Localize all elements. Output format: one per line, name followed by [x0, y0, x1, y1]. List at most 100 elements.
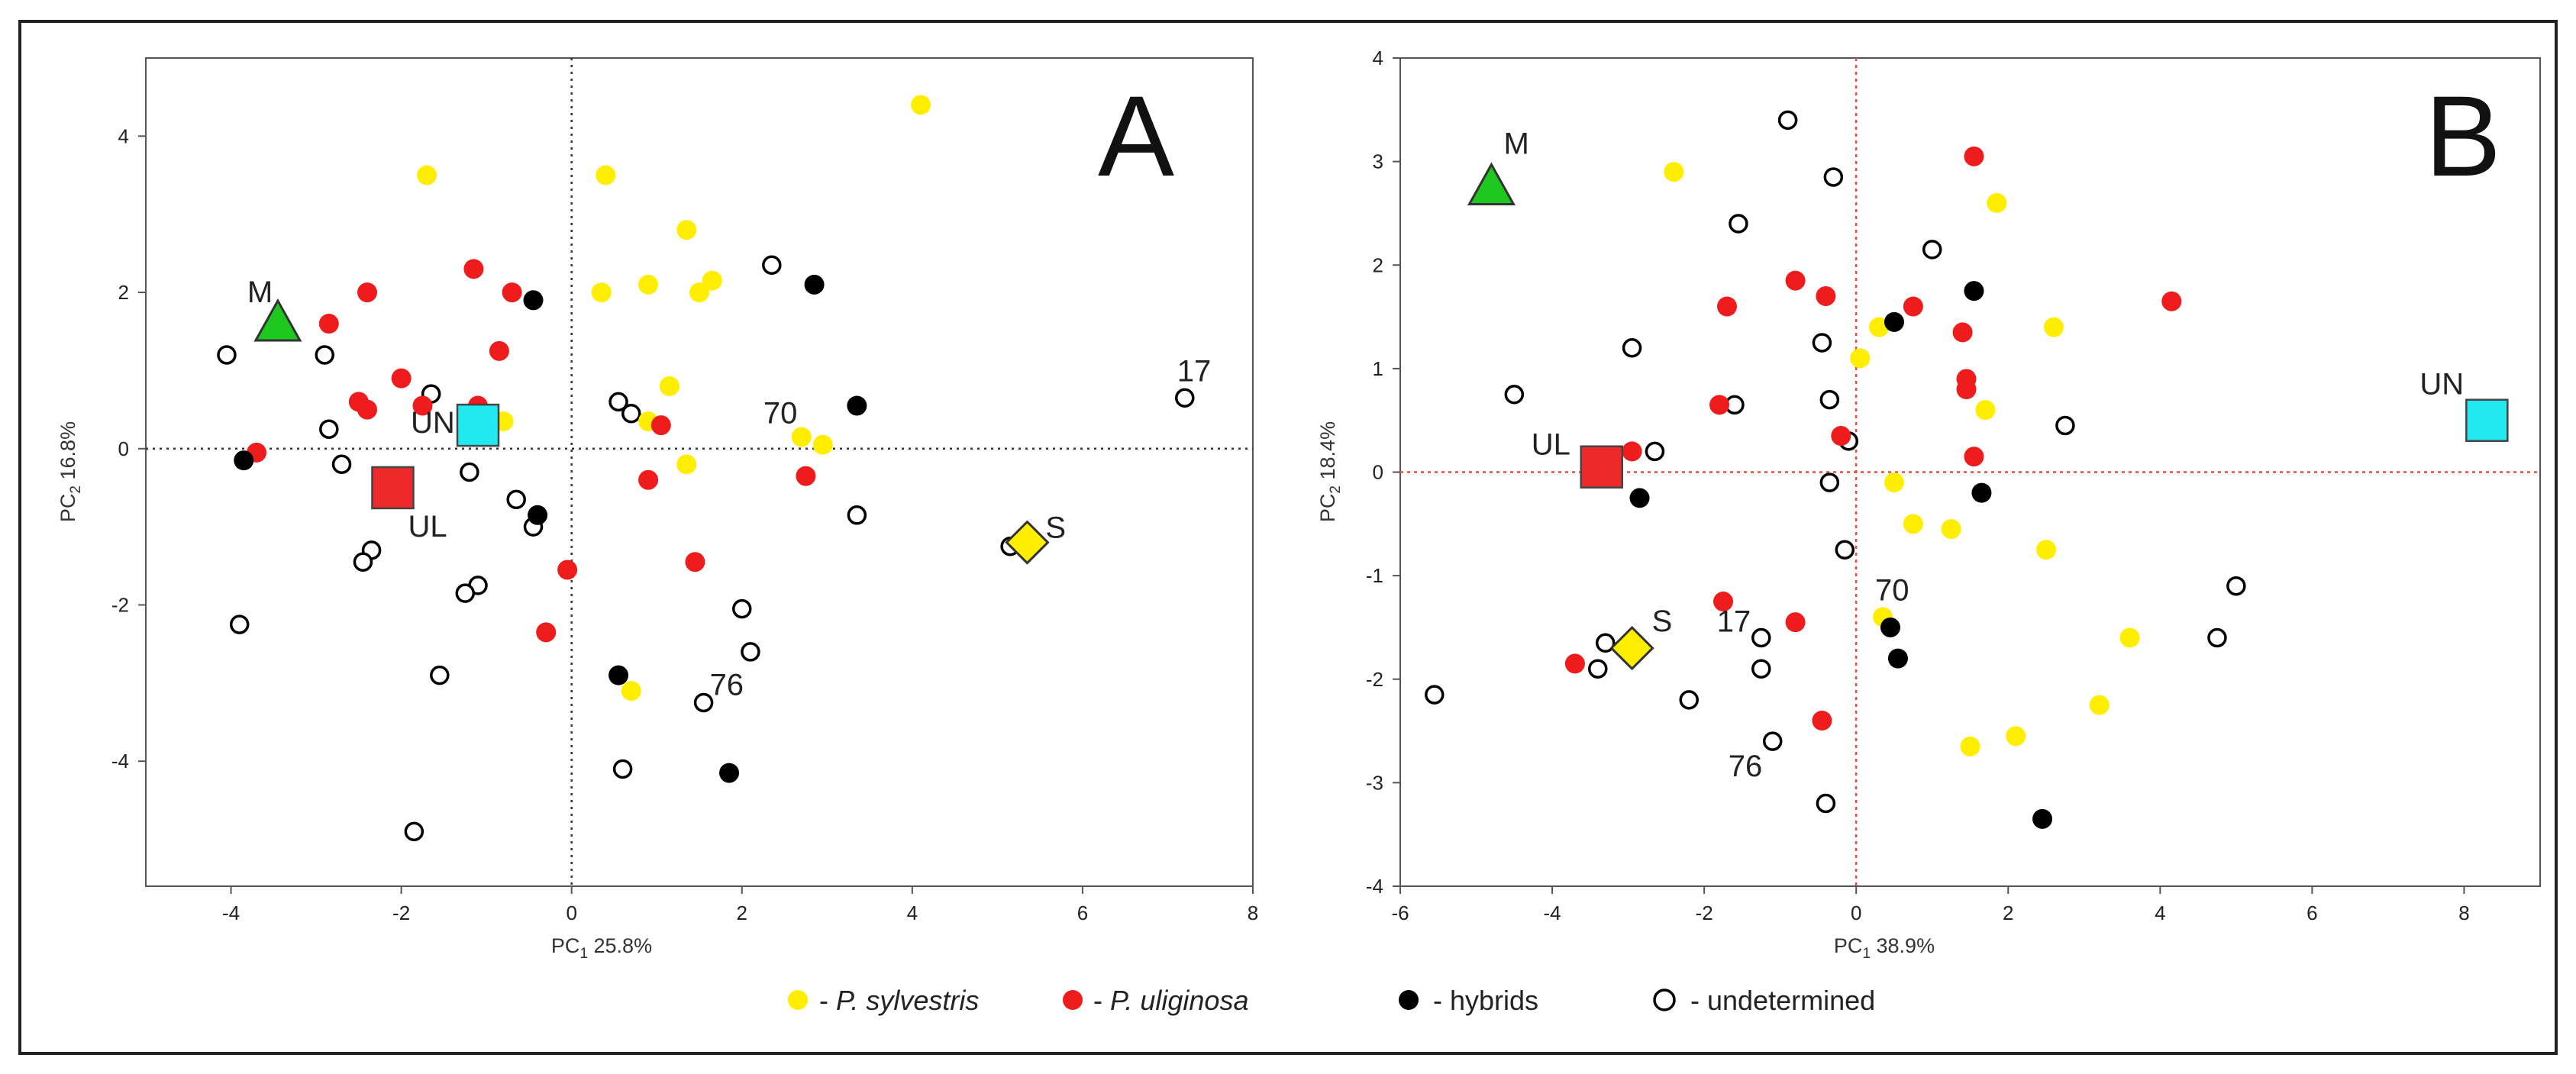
panel-a-specimen-ul-label: UL [408, 510, 447, 543]
panel-b-point-undetermined [1425, 685, 1445, 705]
panel-a-annotation-70: 70 [763, 396, 798, 430]
panel-a-point-uliginosa [650, 415, 671, 436]
panel-a-point-sylvestris [638, 274, 659, 295]
panel-a-point-undetermined [331, 454, 352, 475]
panel-b-specimen-ul-marker [1580, 445, 1624, 489]
legend-label-undetermined: - undetermined [1690, 985, 1875, 1016]
panel-b-specimen-un-label: UN [2419, 368, 2464, 402]
panel-b-point-uliginosa [1564, 653, 1585, 674]
panel-a-point-hybrid [234, 450, 254, 471]
panel-a-point-uliginosa [489, 340, 509, 361]
panel-b-point-undetermined [1729, 214, 1748, 234]
panel-b-point-sylvestris [2119, 627, 2140, 648]
panel-a-point-uliginosa [685, 552, 705, 572]
panel-a-x-tick-label: 4 [907, 901, 918, 924]
panel-a-plot-area [145, 57, 1254, 887]
panel-b-specimen-ul-label: UL [1532, 428, 1570, 462]
panel-b-point-undetermined [1504, 385, 1525, 405]
panel-b-y-tick-label: 4 [1373, 47, 1383, 69]
panel-a-point-undetermined [1175, 388, 1195, 408]
panel-a-specimen-un-label: UN [411, 406, 455, 440]
panel-b-point-uliginosa [1952, 322, 1973, 343]
panel-b-point-uliginosa [1812, 711, 1832, 731]
panel-b-point-uliginosa [1964, 447, 1984, 467]
figure-frame: -4 -2 0 2 4 6 8 -4 -2 0 2 4 PC1 25.8% PC2 16.8% A M UN UL… [18, 20, 2558, 1055]
panel-b-point-undetermined [1823, 167, 1844, 187]
legend-marker-sylvestris [788, 990, 808, 1010]
panel-a-point-undetermined [217, 345, 237, 365]
panel-b-point-undetermined [1645, 441, 1665, 462]
panel-b-y-tick-label: 1 [1373, 357, 1383, 380]
panel-a-point-sylvestris [911, 95, 931, 115]
panel-a-y-tick-label: -4 [111, 750, 129, 772]
panel-b-y-tick-label: -4 [1366, 875, 1383, 898]
panel-b-point-uliginosa [1785, 612, 1806, 633]
panel-a-point-uliginosa [536, 622, 557, 643]
panel-a-point-sylvestris [596, 165, 616, 185]
panel-a-point-uliginosa [318, 314, 339, 334]
panel-a-point-sylvestris [676, 220, 697, 240]
panel-a-x-tick-label: 8 [1248, 901, 1258, 924]
panel-a-point-uliginosa [357, 282, 377, 303]
panel-b-point-sylvestris [1941, 519, 1961, 540]
panel-b-specimen-m-marker [1467, 162, 1516, 206]
panel-b-x-tick-label: 6 [2306, 901, 2317, 924]
panel-a-point-undetermined [693, 692, 714, 713]
panel-b-x-tick-label: -6 [1391, 901, 1409, 924]
panel-a-point-undetermined [460, 462, 479, 482]
panel-a-annotation-76: 76 [710, 668, 744, 701]
panel-b-point-sylvestris [1664, 162, 1684, 182]
figure-svg: -4 -2 0 2 4 6 8 -4 -2 0 2 4 PC1 25.8% PC2 16.8% A M UN UL… [56, 47, 2541, 1016]
panel-b-y-axis-label: PC2 18.4% [1316, 421, 1344, 522]
panel-a-x-tick-label: 2 [737, 901, 747, 924]
legend-label-sylvestris: - P. sylvestris [819, 985, 979, 1016]
panel-b-x-tick-label: -2 [1696, 901, 1713, 924]
panel-b-point-uliginosa [2161, 291, 2182, 311]
panel-a-specimen-s-marker [1005, 520, 1050, 565]
panel-b-point-hybrid [1884, 311, 1904, 332]
panel-b-point-uliginosa [1903, 296, 1923, 317]
panel-b-point-undetermined [1751, 659, 1771, 679]
legend-label-hybrid: - hybrids [1433, 985, 1538, 1016]
panel-a-letter: A [1098, 72, 1174, 200]
panel-a-point-sylvestris [702, 270, 722, 291]
panel-a-point-sylvestris [676, 454, 697, 475]
panel-b-point-sylvestris [1960, 736, 1980, 756]
panel-b-point-undetermined [1812, 333, 1832, 353]
panel-b: -6 -4 -2 0 2 4 6 8 -4 -3 -2 -1 0 1 2 3 4 PC1 38.9% PC2 18.… [1316, 47, 2541, 962]
panel-a-point-undetermined [762, 255, 782, 275]
panel-a-point-uliginosa [391, 368, 412, 389]
panel-b-point-uliginosa [1622, 441, 1642, 462]
panel-a-point-uliginosa [357, 399, 377, 420]
panel-b-point-sylvestris [2006, 726, 2026, 747]
panel-a-point-hybrid [719, 763, 740, 783]
panel-a-y-tick-label: 4 [118, 124, 129, 147]
panel-a-point-undetermined [455, 583, 476, 603]
panel-b-x-tick-label: 0 [1851, 901, 1861, 924]
panel-a-point-hybrid [804, 274, 825, 295]
panel-a-point-hybrid [608, 665, 629, 685]
panel-b-point-hybrid [2032, 808, 2053, 829]
panel-a-specimen-m-marker [253, 298, 302, 342]
panel-a-point-sylvestris [621, 681, 641, 701]
panel-a-point-undetermined [353, 552, 373, 572]
panel-b-x-axis-label: PC1 38.9% [1834, 934, 1935, 962]
panel-b-point-sylvestris [1869, 317, 1890, 337]
panel-b-y-tick-label: 0 [1373, 461, 1383, 484]
legend-marker-hybrid [1399, 990, 1419, 1010]
panel-b-point-uliginosa [1785, 270, 1806, 291]
panel-a-specimen-un-marker [456, 403, 500, 447]
panel-b-point-uliginosa [1956, 379, 1977, 399]
panel-b-point-sylvestris [1975, 400, 1996, 421]
panel-b-point-uliginosa [1831, 426, 1851, 447]
panel-b-point-undetermined [1762, 731, 1783, 751]
panel-b-point-uliginosa [1716, 296, 1737, 317]
panel-a-annotation-17: 17 [1177, 354, 1212, 388]
panel-b-annotation-70: 70 [1875, 573, 1909, 607]
panel-b-point-sylvestris [1884, 472, 1904, 493]
panel-b-annotation-76: 76 [1729, 750, 1763, 783]
legend-marker-undetermined [1653, 989, 1676, 1011]
panel-b-x-tick-label: -4 [1544, 901, 1561, 924]
panel-a-y-axis-label: PC2 16.8% [56, 421, 84, 522]
panel-b-point-undetermined [1835, 540, 1855, 560]
